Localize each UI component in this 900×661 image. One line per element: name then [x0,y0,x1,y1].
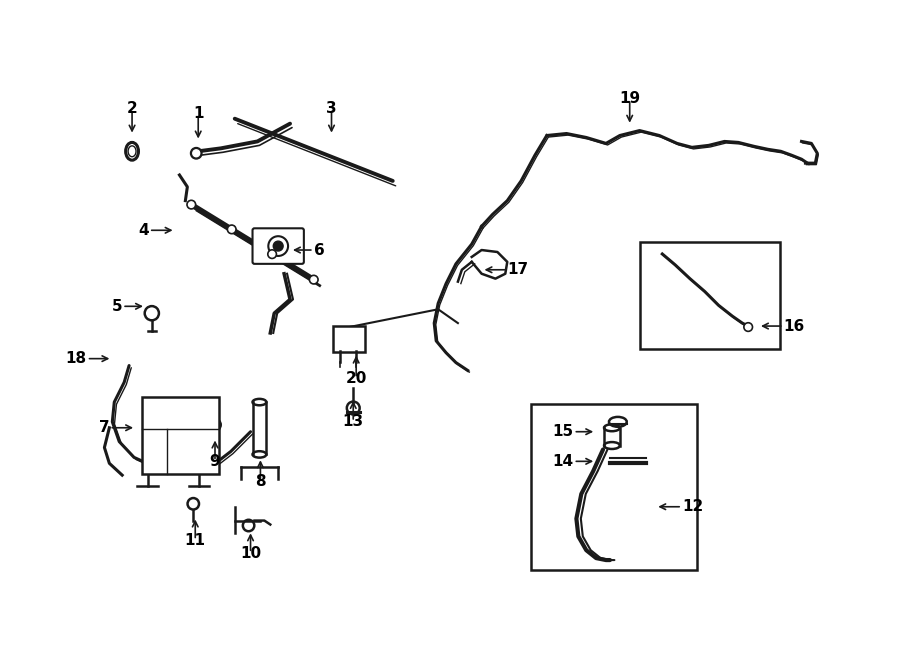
Circle shape [188,202,194,208]
Text: 6: 6 [314,243,325,258]
Bar [640,242,779,349]
Text: 15: 15 [553,424,573,439]
Circle shape [193,150,200,157]
Text: 17: 17 [508,262,528,277]
Text: 18: 18 [66,351,86,366]
Circle shape [228,225,236,234]
Text: 14: 14 [553,454,573,469]
Circle shape [743,323,752,331]
Text: 16: 16 [784,319,805,334]
Circle shape [269,251,274,257]
Circle shape [267,250,276,258]
Text: 10: 10 [240,546,261,561]
Circle shape [274,241,284,251]
Text: 20: 20 [346,371,367,386]
Text: 11: 11 [184,533,206,548]
Text: 9: 9 [210,454,220,469]
Circle shape [310,275,319,284]
Text: 7: 7 [99,420,109,435]
Polygon shape [472,250,508,279]
FancyBboxPatch shape [334,326,365,352]
Bar [531,404,697,570]
Text: 19: 19 [619,91,640,106]
Circle shape [745,325,751,330]
FancyBboxPatch shape [142,397,219,474]
Text: 5: 5 [112,299,122,314]
Text: 13: 13 [343,414,364,430]
Text: 3: 3 [326,101,337,116]
Text: 12: 12 [682,499,703,514]
Circle shape [229,227,235,232]
Text: 1: 1 [193,106,203,121]
Circle shape [187,200,195,209]
FancyBboxPatch shape [253,228,304,264]
Circle shape [191,147,202,159]
Circle shape [311,277,317,282]
Text: 8: 8 [255,473,266,488]
Text: 2: 2 [127,101,138,116]
Text: 4: 4 [139,223,148,238]
